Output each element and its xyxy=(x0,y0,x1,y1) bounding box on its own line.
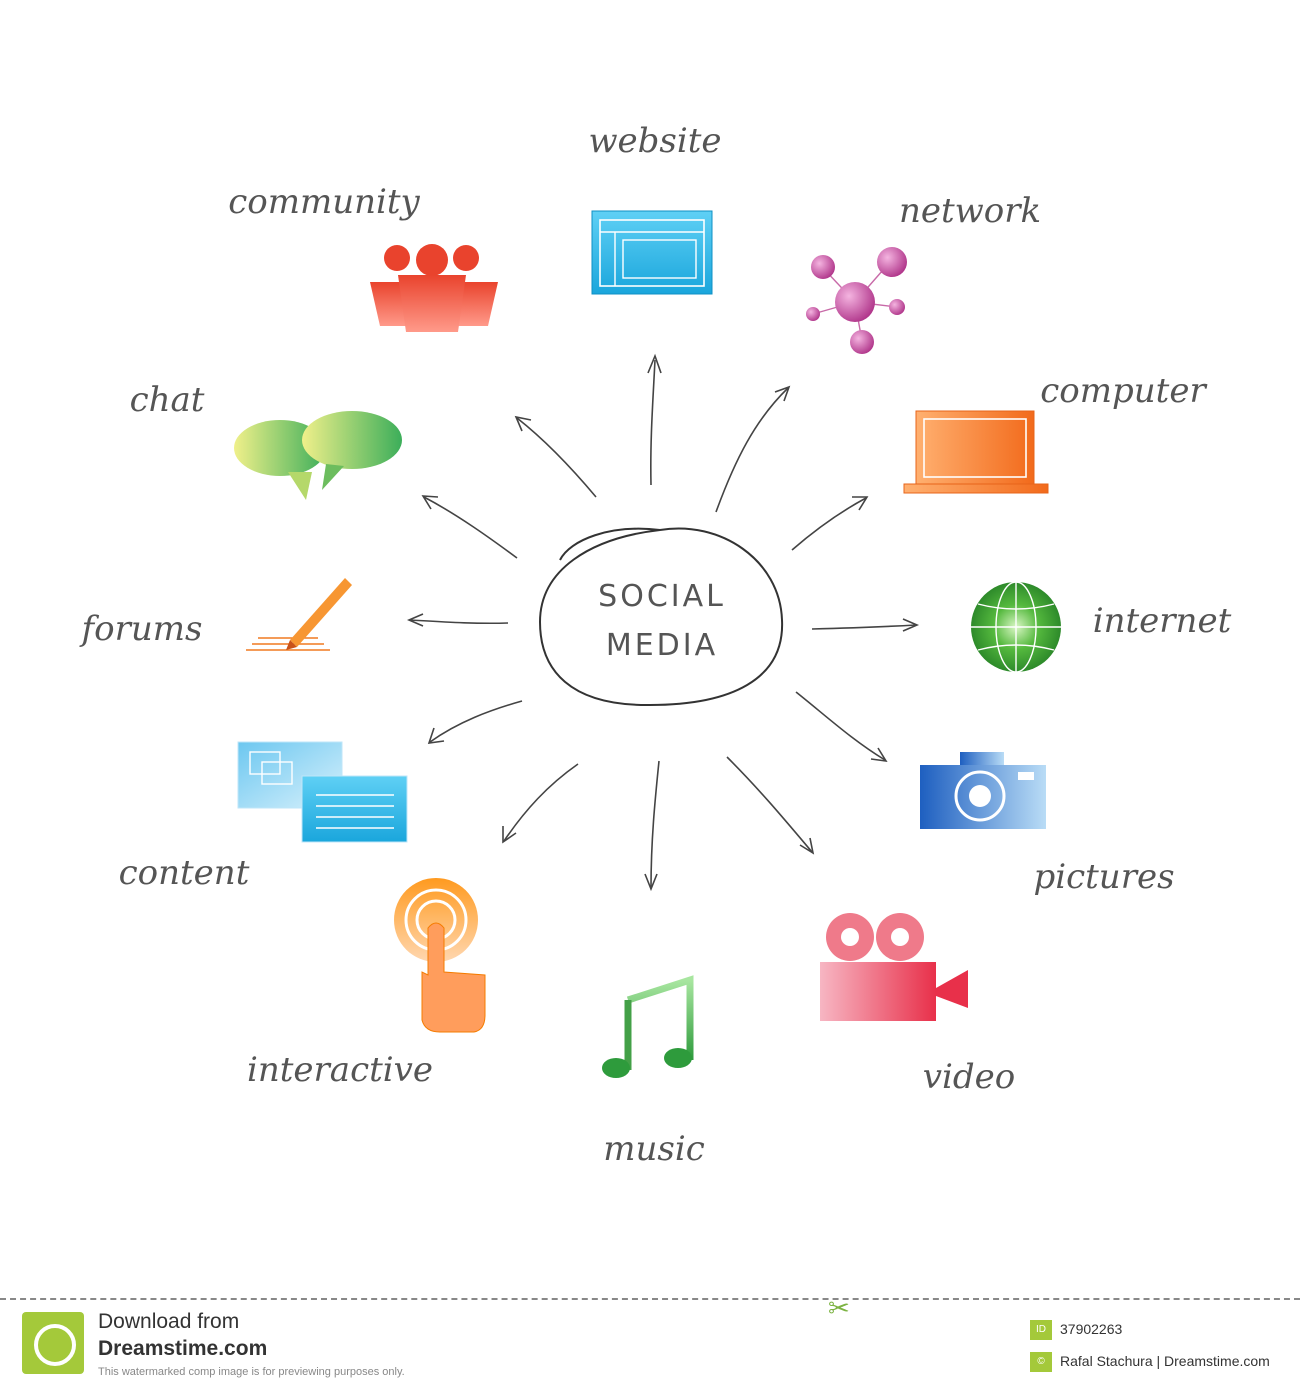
people-icon xyxy=(370,244,498,332)
camera-icon xyxy=(920,752,1046,829)
label-computer: computer xyxy=(1040,371,1207,411)
disclaimer: This watermarked comp image is for previ… xyxy=(98,1366,405,1378)
label-network: network xyxy=(899,191,1041,231)
node-interactive: interactive xyxy=(247,878,486,1090)
label-content: content xyxy=(119,853,250,893)
node-community: community xyxy=(228,182,498,332)
arrow-interactive xyxy=(502,763,579,844)
node-music: music xyxy=(602,975,705,1169)
arrow-pictures xyxy=(795,691,888,763)
social-media-diagram: SOCIAL MEDIA website xyxy=(79,121,1232,1169)
image-id: 37902263 xyxy=(1060,1321,1123,1337)
video-camera-icon xyxy=(820,913,968,1021)
label-community: community xyxy=(228,182,420,222)
arrow-forums xyxy=(406,613,509,627)
credit: Rafal Stachura | Dreamstime.com xyxy=(1060,1353,1270,1369)
node-computer: computer xyxy=(903,371,1207,494)
content-icon xyxy=(237,741,408,843)
label-forums: forums xyxy=(79,609,203,649)
copyright-icon: © xyxy=(1030,1352,1052,1372)
label-pictures: pictures xyxy=(1033,857,1174,897)
arrow-video xyxy=(726,756,815,855)
arrow-music xyxy=(644,760,660,892)
center-title-line1: SOCIAL xyxy=(598,579,726,614)
download-line1: Download from xyxy=(98,1310,240,1333)
node-forums: forums xyxy=(79,578,352,651)
label-website: website xyxy=(588,121,721,161)
touch-icon xyxy=(394,878,486,1033)
arrow-chat xyxy=(421,495,518,559)
arrow-website xyxy=(647,353,662,486)
arrow-internet xyxy=(811,618,920,632)
download-line2: Dreamstime.com xyxy=(98,1337,268,1360)
label-interactive: interactive xyxy=(247,1050,433,1090)
node-internet: internet xyxy=(971,581,1232,673)
dreamstime-logo-icon xyxy=(22,1312,84,1374)
music-note-icon xyxy=(602,975,694,1078)
arrow-community xyxy=(514,415,597,498)
laptop-icon xyxy=(903,410,1049,494)
network-icon xyxy=(806,247,907,354)
label-video: video xyxy=(923,1057,1015,1097)
node-network: network xyxy=(806,191,1041,354)
chat-bubbles-icon xyxy=(234,411,402,500)
node-chat: chat xyxy=(130,380,402,500)
scissors-icon: ✂ xyxy=(828,1294,850,1324)
node-pictures: pictures xyxy=(920,752,1175,897)
watermark-footer: Download from Dreamstime.com This waterm… xyxy=(0,1294,1300,1392)
arrow-network xyxy=(715,385,791,513)
id-badge: ID xyxy=(1030,1320,1052,1340)
center-title-line2: MEDIA xyxy=(606,628,718,663)
website-icon xyxy=(591,210,713,295)
central-hub: SOCIAL MEDIA xyxy=(538,527,784,707)
node-website: website xyxy=(588,121,722,295)
arrow-content xyxy=(427,700,523,744)
globe-icon xyxy=(971,581,1061,673)
label-internet: internet xyxy=(1093,601,1232,641)
arrows xyxy=(406,353,920,892)
pencil-icon xyxy=(246,578,352,651)
node-content: content xyxy=(119,741,408,893)
label-chat: chat xyxy=(130,380,205,420)
label-music: music xyxy=(603,1129,705,1169)
node-video: video xyxy=(820,913,1015,1097)
arrow-computer xyxy=(791,496,869,551)
